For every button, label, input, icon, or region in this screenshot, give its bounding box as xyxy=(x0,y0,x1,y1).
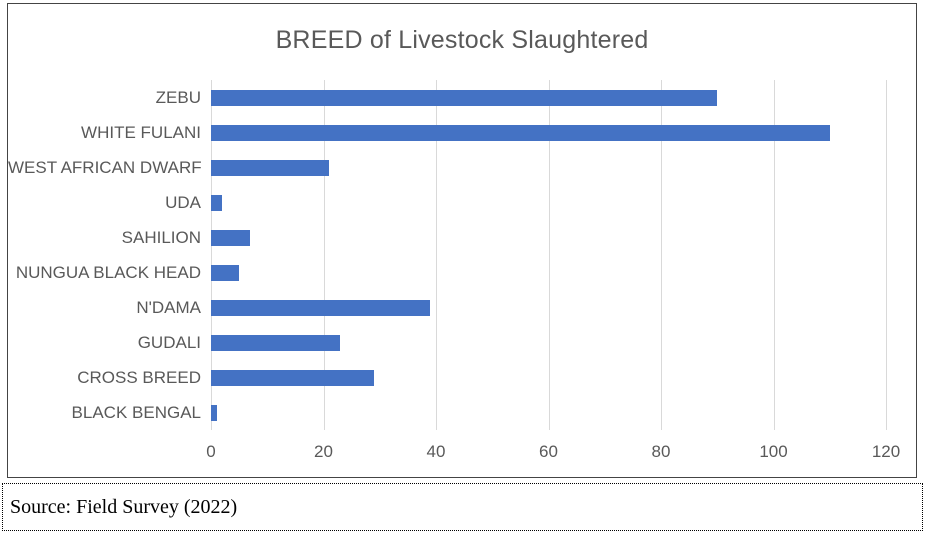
x-tick-label-0: 0 xyxy=(206,442,216,461)
bar-cross-breed xyxy=(211,369,375,386)
gridline-20 xyxy=(323,80,325,430)
bar-zebu xyxy=(211,89,718,106)
category-label-west-african-dwarf: WEST AFRICAN DWARF xyxy=(8,158,202,177)
category-label-uda: UDA xyxy=(165,193,201,212)
category-label-nungua-black-head: NUNGUA BLACK HEAD xyxy=(15,263,201,282)
x-tick-label-40: 40 xyxy=(426,442,446,461)
bar-n-dama xyxy=(211,299,431,316)
gridline-60 xyxy=(548,80,550,430)
category-label-gudali: GUDALI xyxy=(137,333,201,352)
gridline-40 xyxy=(436,80,437,430)
gridline-80 xyxy=(661,80,662,430)
chart-title: BREED of Livestock Slaughtered xyxy=(275,26,649,54)
gridline-100 xyxy=(773,80,775,430)
category-label-cross-breed: CROSS BREED xyxy=(77,368,201,387)
source-text: Source: Field Survey (2022) xyxy=(10,495,238,518)
x-tick-label-120: 120 xyxy=(871,442,901,461)
bar-white-fulani xyxy=(211,124,830,141)
x-tick-label-80: 80 xyxy=(651,442,671,461)
bar-west-african-dwarf xyxy=(211,159,330,176)
value-axis-line xyxy=(211,80,212,430)
category-label-black-bengal: BLACK BENGAL xyxy=(71,403,201,422)
category-label-white-fulani: WHITE FULANI xyxy=(81,123,201,142)
livestock-bar-chart: BREED of Livestock Slaughtered ZEBU WHITE… xyxy=(7,3,917,478)
x-tick-label-60: 60 xyxy=(539,442,558,461)
bar-black-bengal xyxy=(211,404,217,421)
bar-gudali xyxy=(211,334,341,351)
x-tick-label-100: 100 xyxy=(759,442,788,461)
bar-nungua-black-head xyxy=(211,264,240,281)
plot-area xyxy=(211,80,887,430)
bar-sahilion xyxy=(211,229,251,246)
gridline-120 xyxy=(886,80,887,430)
source-caption-box: Source: Field Survey (2022) xyxy=(2,483,923,531)
bar-uda xyxy=(211,194,223,211)
category-label-sahilion: SAHILION xyxy=(121,228,201,247)
category-label-n-dama: N'DAMA xyxy=(136,298,201,317)
x-tick-label-20: 20 xyxy=(314,442,333,461)
category-label-zebu: ZEBU xyxy=(155,88,201,107)
